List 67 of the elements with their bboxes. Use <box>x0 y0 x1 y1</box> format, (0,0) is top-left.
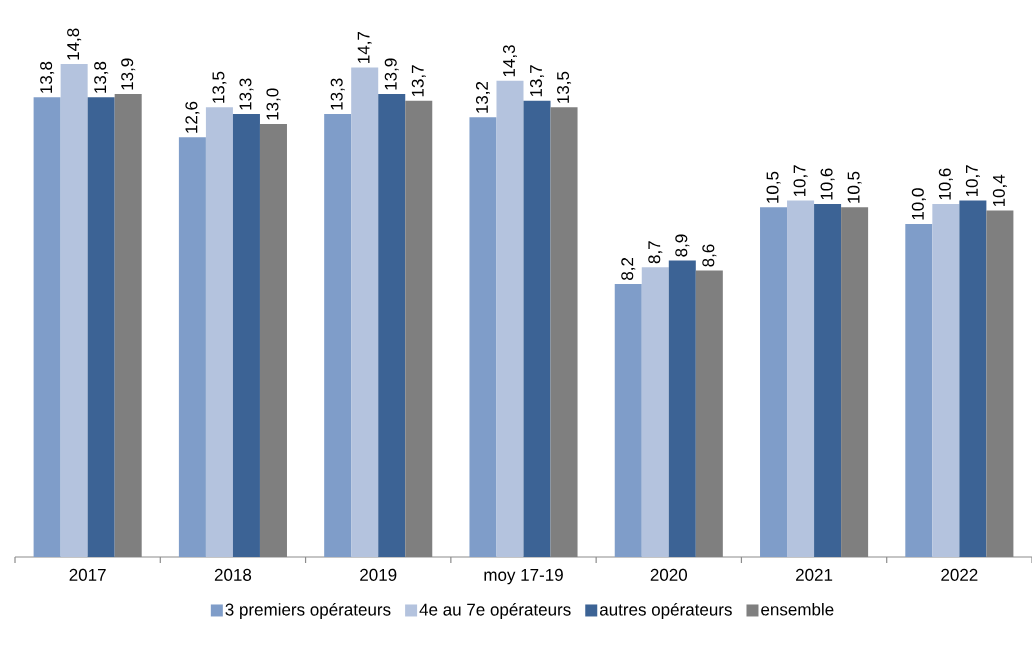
bar <box>87 97 115 557</box>
x-tick-label: 2019 <box>360 568 397 581</box>
data-label: 8,6 <box>702 244 717 267</box>
bar <box>351 67 379 557</box>
bar <box>378 94 406 557</box>
data-label: 14,8 <box>67 28 82 60</box>
data-label: 10,5 <box>766 171 781 203</box>
data-label: 14,3 <box>502 45 518 77</box>
x-tick-label: 2018 <box>214 568 252 581</box>
data-label: 10,7 <box>793 165 808 197</box>
legend-label: 4e au 7e opérateurs <box>419 602 571 619</box>
bar <box>760 207 788 557</box>
data-label: 13,0 <box>266 88 281 120</box>
data-label: 13,5 <box>212 71 227 103</box>
data-label: 13,7 <box>529 65 545 97</box>
data-label: 13,7 <box>411 65 426 97</box>
x-tick-label: 2020 <box>650 568 688 581</box>
data-label: 13,3 <box>330 78 345 110</box>
data-label: 8,9 <box>675 234 690 257</box>
data-label: 8,7 <box>648 241 663 264</box>
bar <box>114 94 142 557</box>
bar <box>469 117 497 557</box>
data-label: 13,2 <box>475 81 490 113</box>
data-label: 10,6 <box>820 168 835 200</box>
data-label: 13,8 <box>94 61 109 93</box>
bar <box>986 210 1014 557</box>
bar <box>841 207 869 557</box>
bar <box>668 260 696 557</box>
bar <box>232 114 260 557</box>
bar <box>787 200 815 557</box>
bar <box>614 283 642 557</box>
data-label: 12,6 <box>185 101 200 133</box>
data-label: 13,5 <box>557 71 572 103</box>
bar <box>60 64 88 557</box>
bar <box>641 267 669 557</box>
data-label: 10,5 <box>847 171 862 203</box>
bar <box>205 107 233 557</box>
bar <box>496 80 524 557</box>
bar <box>932 203 960 557</box>
data-label: 10,7 <box>965 165 980 197</box>
data-label: 10,0 <box>911 188 926 220</box>
data-label: 14,7 <box>357 31 372 63</box>
bar <box>33 97 61 557</box>
data-label: 13,9 <box>121 58 136 90</box>
bar <box>905 223 933 557</box>
x-tick-label: 2021 <box>796 568 833 581</box>
bar <box>259 124 287 557</box>
bar <box>550 107 578 557</box>
bar <box>814 203 842 557</box>
bar <box>178 137 206 557</box>
bar <box>959 200 987 557</box>
bar <box>324 114 352 557</box>
bar <box>405 100 433 557</box>
x-tick-label: 2017 <box>69 568 106 581</box>
data-label: 13,8 <box>40 61 55 93</box>
legend-label: ensemble <box>761 603 834 616</box>
x-tick-label: 2022 <box>941 568 978 581</box>
data-label: 13,9 <box>384 58 399 90</box>
bar <box>695 270 723 557</box>
legend-label: 3 premiers opérateurs <box>225 602 391 619</box>
x-tick-label: moy 17-19 <box>484 568 563 585</box>
data-label: 10,4 <box>992 174 1007 207</box>
data-label: 13,3 <box>239 78 254 110</box>
legend-label: autres opérateurs <box>599 602 732 619</box>
bar <box>523 100 551 557</box>
data-label: 10,6 <box>938 168 953 200</box>
data-label: 8,2 <box>621 257 636 280</box>
